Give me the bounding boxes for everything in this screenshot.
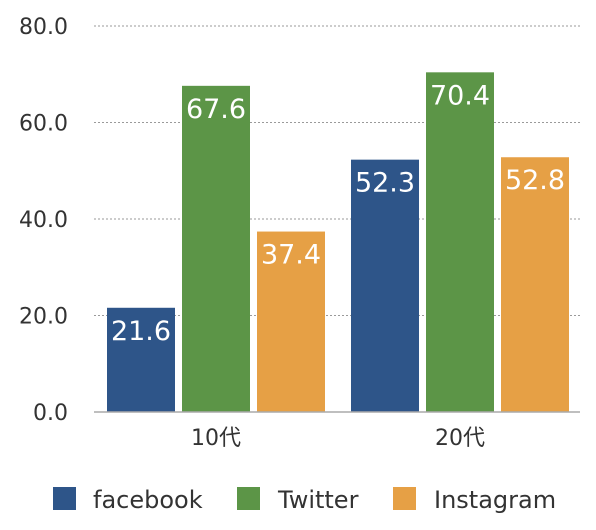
bar [107, 307, 175, 412]
bar [501, 157, 569, 412]
x-axis-categories: 10代 20代 [191, 426, 485, 451]
y-tick-label: 40.0 [19, 208, 68, 233]
legend: facebook Twitter Instagram [53, 486, 556, 514]
legend-label: facebook [93, 486, 203, 514]
data-label: 52.8 [505, 165, 565, 196]
bars [107, 72, 569, 412]
data-labels: 21.6 52.3 67.6 70.4 37.4 52.8 [111, 80, 565, 346]
bar [351, 159, 419, 412]
bar [426, 72, 494, 412]
bar [182, 85, 250, 412]
x-tick-label: 10代 [191, 426, 241, 451]
legend-label: Instagram [434, 486, 556, 514]
y-tick-label: 80.0 [19, 15, 68, 40]
y-axis-ticks: 0.0 20.0 40.0 60.0 80.0 [19, 15, 68, 426]
x-tick-label: 20代 [435, 426, 485, 451]
bar [257, 231, 325, 412]
y-tick-label: 60.0 [19, 112, 68, 137]
legend-swatch [237, 487, 260, 510]
data-label: 70.4 [430, 80, 490, 111]
data-label: 21.6 [111, 316, 171, 347]
data-label: 37.4 [261, 240, 321, 271]
y-tick-label: 20.0 [19, 305, 68, 330]
legend-label: Twitter [277, 486, 359, 514]
data-label: 67.6 [186, 94, 246, 125]
legend-swatch [53, 487, 76, 510]
legend-swatch [393, 487, 416, 510]
y-tick-label: 0.0 [33, 401, 68, 426]
data-label: 52.3 [355, 168, 415, 199]
